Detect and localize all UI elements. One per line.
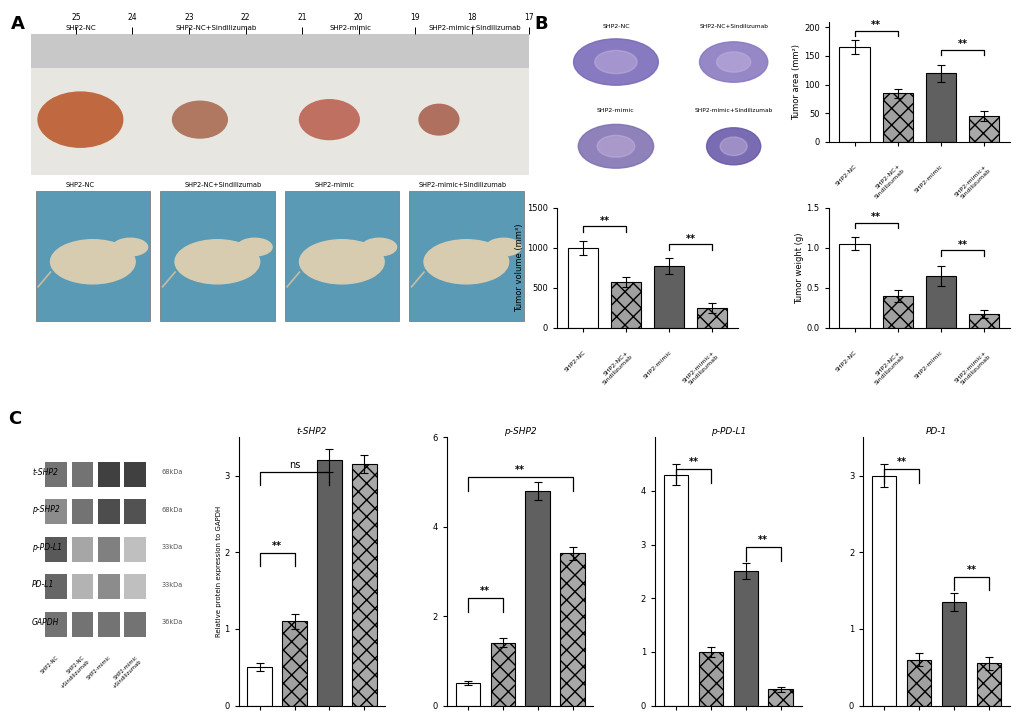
Text: GAPDH: GAPDH <box>32 618 59 627</box>
Bar <box>906 660 930 706</box>
Bar <box>71 462 94 487</box>
Text: SHP2-mimic: SHP2-mimic <box>87 654 112 681</box>
Bar <box>697 308 727 328</box>
Text: PD-L1: PD-L1 <box>32 580 54 589</box>
Text: **: ** <box>515 465 525 475</box>
Text: **: ** <box>957 240 966 250</box>
Text: **: ** <box>896 457 906 467</box>
Bar <box>975 663 1000 706</box>
Bar <box>610 282 641 328</box>
Text: B: B <box>534 15 547 33</box>
Text: SHP2-mimic+
Sindilizumab: SHP2-mimic+ Sindilizumab <box>953 350 990 387</box>
Text: 68kDa: 68kDa <box>161 507 182 513</box>
Text: **: ** <box>480 586 490 596</box>
Bar <box>124 575 146 599</box>
Bar <box>490 643 515 706</box>
Bar <box>525 491 549 706</box>
Text: **: ** <box>957 39 966 49</box>
Text: SHP2-mimic+
Sindilizumab: SHP2-mimic+ Sindilizumab <box>953 163 990 202</box>
Bar <box>317 460 341 706</box>
Text: **: ** <box>599 215 609 225</box>
Text: A: A <box>10 15 24 33</box>
Y-axis label: Tumor area (mm²): Tumor area (mm²) <box>792 44 800 120</box>
Y-axis label: Tumor weight (g): Tumor weight (g) <box>794 232 803 304</box>
Text: **: ** <box>870 212 880 222</box>
Bar <box>45 575 67 599</box>
Text: t-SHP2: t-SHP2 <box>32 467 58 477</box>
Bar <box>71 499 94 524</box>
Text: ns: ns <box>288 460 300 470</box>
Bar <box>124 612 146 637</box>
Bar <box>98 462 119 487</box>
Title: p-SHP2: p-SHP2 <box>503 428 536 436</box>
Text: **: ** <box>688 457 698 467</box>
Bar <box>71 612 94 637</box>
Bar <box>941 602 965 706</box>
Text: 68kDa: 68kDa <box>161 469 182 475</box>
Text: SHP2-mimic: SHP2-mimic <box>913 350 944 380</box>
Text: **: ** <box>272 541 282 551</box>
Bar <box>98 499 119 524</box>
Text: SHP2-NC: SHP2-NC <box>562 350 586 373</box>
Title: PD-1: PD-1 <box>925 428 947 436</box>
Bar <box>881 93 912 142</box>
Text: 33kDa: 33kDa <box>161 544 182 550</box>
Text: SHP2-mimic: SHP2-mimic <box>913 163 944 194</box>
Y-axis label: Tumor volume (mm³): Tumor volume (mm³) <box>515 224 524 312</box>
Bar <box>98 612 119 637</box>
Bar <box>968 116 998 142</box>
Bar <box>968 313 998 328</box>
Text: SHP2-NC: SHP2-NC <box>835 350 857 373</box>
Bar <box>698 652 722 706</box>
Bar <box>71 536 94 562</box>
Text: SHP2-NC+
Sindilizumab: SHP2-NC+ Sindilizumab <box>597 350 633 386</box>
Text: SHP2-mimic
+Sindilizumab: SHP2-mimic +Sindilizumab <box>108 654 143 690</box>
Text: SHP2-NC: SHP2-NC <box>40 654 59 675</box>
Bar <box>45 499 67 524</box>
Bar <box>839 48 869 142</box>
Bar <box>98 575 119 599</box>
Text: SHP2-NC: SHP2-NC <box>835 163 857 186</box>
Text: **: ** <box>685 234 695 243</box>
Text: SHP2-NC
+Sindilizumab: SHP2-NC +Sindilizumab <box>55 654 90 690</box>
Text: SHP2-NC+
Sindilizumab: SHP2-NC+ Sindilizumab <box>868 350 905 386</box>
Bar <box>282 621 307 706</box>
Bar <box>71 575 94 599</box>
Text: 36kDa: 36kDa <box>161 619 182 626</box>
Text: SHP2-mimic: SHP2-mimic <box>642 350 673 380</box>
Bar <box>124 536 146 562</box>
Bar <box>45 462 67 487</box>
Bar <box>839 244 869 328</box>
Bar <box>124 499 146 524</box>
Text: SHP2-mimic+
Sindilizumab: SHP2-mimic+ Sindilizumab <box>682 350 719 387</box>
Bar <box>767 690 792 706</box>
Text: p-PD-L1: p-PD-L1 <box>32 543 62 552</box>
Bar <box>881 296 912 328</box>
Bar <box>45 612 67 637</box>
Bar <box>925 276 955 328</box>
Title: t-SHP2: t-SHP2 <box>297 428 327 436</box>
Bar <box>653 266 684 328</box>
Title: p-PD-L1: p-PD-L1 <box>710 428 745 436</box>
Text: p-SHP2: p-SHP2 <box>32 505 60 514</box>
Bar <box>733 572 757 706</box>
Text: **: ** <box>965 564 975 575</box>
Text: **: ** <box>757 535 767 545</box>
Bar <box>559 554 584 706</box>
Bar <box>124 462 146 487</box>
Text: SHP2-NC+
Sindilizumab: SHP2-NC+ Sindilizumab <box>868 163 905 199</box>
Bar <box>98 536 119 562</box>
Bar <box>568 248 597 328</box>
Bar <box>871 475 896 706</box>
Text: **: ** <box>870 19 880 30</box>
Y-axis label: Relative protein expression to GAPDH: Relative protein expression to GAPDH <box>215 505 221 637</box>
Bar <box>248 667 272 706</box>
Text: 33kDa: 33kDa <box>161 582 182 588</box>
Text: C: C <box>8 410 21 428</box>
Bar <box>925 73 955 142</box>
Bar <box>352 464 376 706</box>
Bar <box>663 474 688 706</box>
Bar <box>45 536 67 562</box>
Bar <box>455 683 480 706</box>
